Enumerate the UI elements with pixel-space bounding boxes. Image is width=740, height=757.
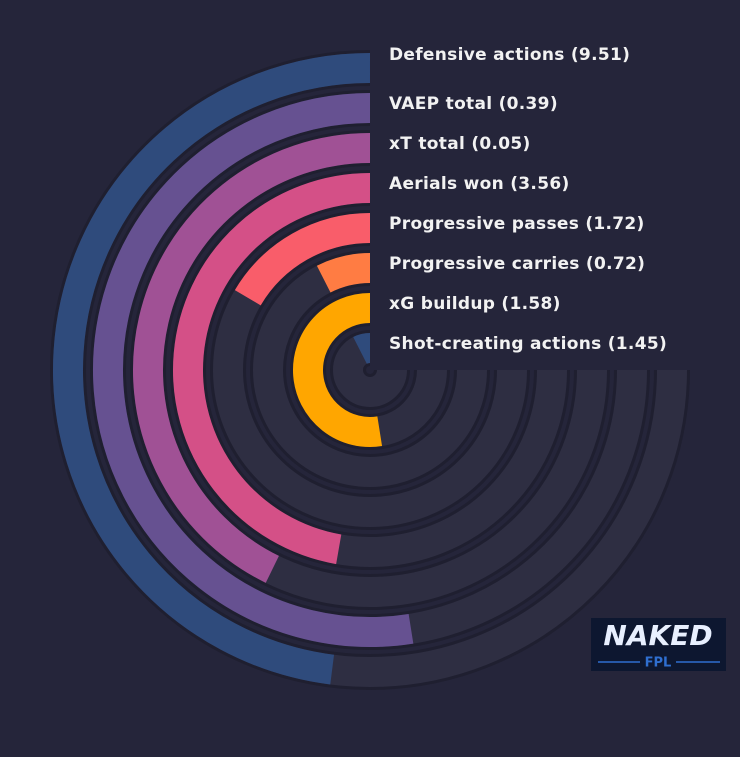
bar-label: xG buildup (1.58) [389,294,561,314]
bar [173,173,371,565]
bar-label: Aerials won (3.56) [389,174,570,194]
logo-title: NAKED [603,619,712,652]
bar-label: Progressive passes (1.72) [389,214,645,234]
bar [234,213,371,306]
bar-label: Shot-creating actions (1.45) [389,334,667,354]
bar-label: xT total (0.05) [389,134,531,154]
bar [53,53,371,685]
logo-subtitle: FPL [645,656,672,671]
bar [93,93,414,647]
bar [316,253,371,293]
track [253,253,487,487]
bar [133,133,371,583]
bar [293,293,383,447]
bar-label: Defensive actions (9.51) [389,45,630,65]
bar-label: VAEP total (0.39) [389,94,558,114]
track [333,333,407,407]
bar-label: Progressive carries (0.72) [389,254,645,274]
bar [353,333,371,365]
rings: Defensive actions (9.51) VAEP total (0.39… [50,45,690,690]
logo: NAKED FPL [591,618,726,671]
